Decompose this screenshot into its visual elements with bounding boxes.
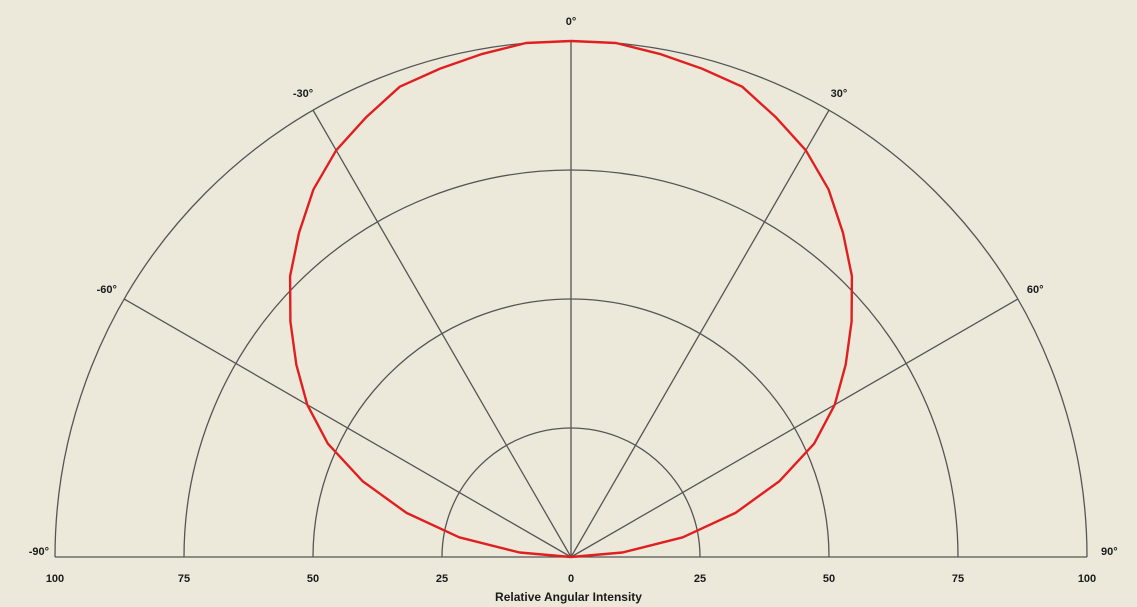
radial-tick-label: 100: [1078, 573, 1096, 585]
spoke--60: [123, 298, 572, 558]
angle-label: 0°: [566, 16, 577, 28]
radial-tick-label: 75: [952, 573, 964, 585]
radial-tick-label: 25: [436, 573, 448, 585]
spoke-30: [570, 109, 830, 558]
series-line-0: [288, 39, 854, 559]
radial-tick-label: 50: [823, 573, 835, 585]
x-axis-title: Relative Angular Intensity: [495, 590, 642, 604]
spoke-60: [570, 298, 1019, 558]
radial-tick-label: 75: [178, 573, 190, 585]
angle-label: 30°: [831, 88, 848, 100]
spoke--30: [312, 109, 572, 558]
angle-label: -60°: [97, 284, 117, 296]
angle-label: 90°: [1101, 546, 1118, 558]
radial-tick-label: 25: [694, 573, 706, 585]
angle-label: -90°: [29, 546, 49, 558]
angle-label: 60°: [1027, 284, 1044, 296]
angle-label: -30°: [293, 88, 313, 100]
radial-tick-label: 50: [307, 573, 319, 585]
radial-tick-label: 100: [46, 573, 64, 585]
radial-tick-label: 0: [568, 573, 574, 585]
